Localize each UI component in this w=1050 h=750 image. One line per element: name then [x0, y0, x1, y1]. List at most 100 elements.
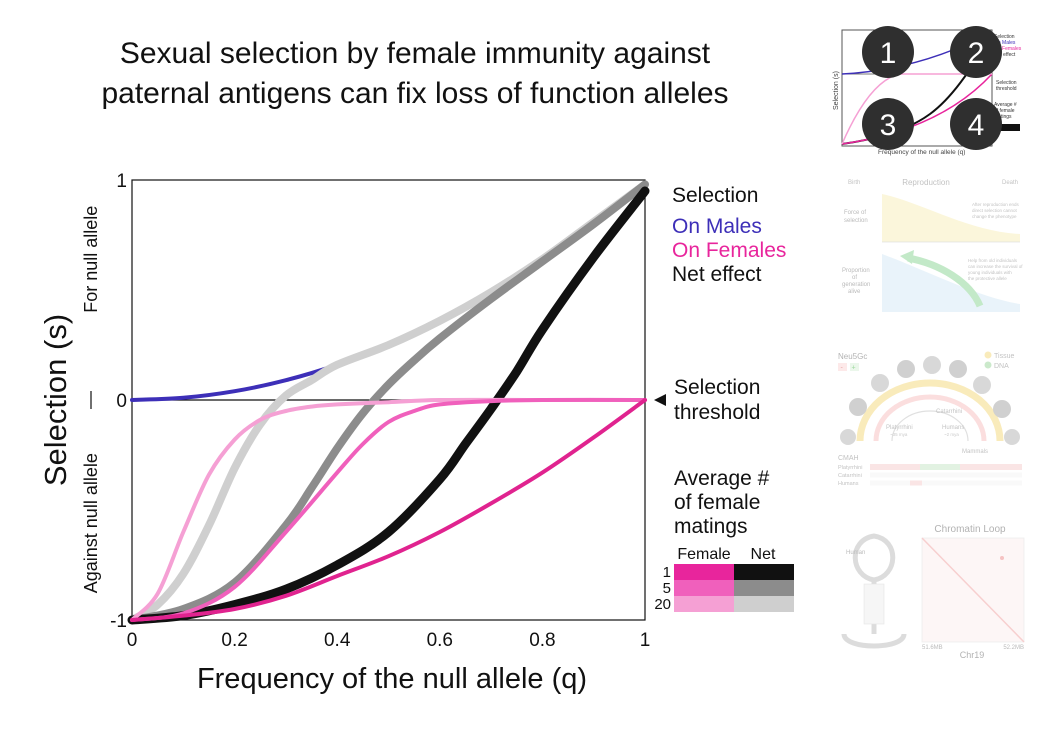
thumb2-row2-label-1: of — [852, 275, 857, 281]
matings-net-swatch-20 — [734, 596, 794, 612]
threshold-label-line-2: threshold — [674, 401, 760, 424]
thumb3-clade-humans: Humans — [942, 425, 964, 431]
callout-number-4: 4 — [968, 109, 985, 142]
legend-entry-on-males: On Males — [672, 215, 762, 238]
thumb1-ylabel: Selection (s) — [833, 71, 840, 110]
thumb1-legend-1: On Males — [994, 40, 1016, 46]
thumb3-clade-catarrhini: Catarrhini — [936, 409, 962, 415]
matings-col-net: Net — [751, 546, 776, 563]
x-tick-label-0-4: 0.4 — [324, 630, 351, 651]
thumb3-species-4 — [923, 356, 941, 374]
thumb3-table-header: CMAH — [838, 455, 859, 462]
thumbnail-selection-schematic[interactable]: Birth Reproduction Death Force of select… — [830, 172, 1030, 320]
thumb3-arc-outer — [856, 379, 1004, 442]
thumb3-legend-tissue: Tissue — [994, 353, 1014, 360]
thumb2-row2-note-2: young individuals with — [968, 270, 1012, 275]
thumb3-arc-inner — [873, 394, 987, 442]
thumb2-help-arrow — [907, 254, 984, 308]
thumb3-species-7 — [993, 400, 1011, 418]
thumb4-loop-spot — [1000, 556, 1004, 560]
matings-row-label-20: 20 — [654, 596, 671, 613]
matings-row-label-5: 5 — [663, 580, 671, 597]
y-tick-label-1: 1 — [116, 171, 127, 192]
thumb2-alive-area — [882, 254, 1020, 312]
thumb3-age-1: ~35 mya — [890, 432, 908, 437]
series-line-on-females-20-matings — [130, 397, 647, 622]
series-line-net-effect-1-mating — [127, 186, 650, 625]
threshold-label-line-1: Selection — [674, 376, 760, 399]
thumb1-threshold-0: Selection — [996, 80, 1017, 86]
series-line-on-females-1-mating — [130, 398, 647, 622]
matings-female-swatch-1 — [674, 564, 734, 580]
thumb2-header-repro: Reproduction — [902, 178, 950, 187]
thumb1-key-swatch — [1000, 124, 1020, 131]
legend-title: Selection — [672, 184, 758, 207]
thumb3-species-2 — [871, 374, 889, 392]
x-tick-label-0-6: 0.6 — [427, 630, 453, 651]
matings-female-swatch-5 — [674, 580, 734, 596]
thumb1-legend-0: Selection — [994, 34, 1015, 40]
callout-circle-3 — [862, 98, 914, 150]
thumb3-species-6 — [973, 376, 991, 394]
thumbnail-phylogeny[interactable]: Neu5Gc - + Tissue DNA Catarrhini Platyrr… — [830, 345, 1030, 495]
matings-female-swatch-20 — [674, 596, 734, 612]
thumb1-xlabel: Frequency of the null allele (q) — [878, 149, 965, 156]
thumb2-force-area — [882, 194, 1020, 242]
thumb3-flag-plus-box — [850, 363, 859, 371]
thumb3-flag-minus: - — [841, 365, 844, 372]
thumb4-x-end: 52.2MB — [1003, 645, 1024, 651]
thumb2-row2-note-3: the protective allele — [968, 276, 1007, 281]
thumb2-row1-label-0: Force of — [844, 210, 866, 216]
thumb1-avg-2: matings — [994, 114, 1012, 120]
thumb1-females-curve — [841, 73, 993, 145]
matings-col-female: Female — [677, 546, 730, 563]
matings-title-line-1: Average # — [674, 467, 770, 490]
thumb2-header-birth: Birth — [848, 180, 860, 186]
thumb2-row1-label-1: selection — [844, 218, 868, 224]
thumb2-arrow-head — [900, 250, 914, 264]
thumb3-age-2: ~2 mya — [944, 432, 959, 437]
thumb2-row2-label-3: alive — [848, 289, 861, 295]
thumb3-row-1-bar — [870, 472, 1022, 478]
thumb3-row-2: Humans — [838, 481, 859, 487]
thumb3-flag-plus: + — [852, 365, 856, 372]
thumb3-row-0: Platyrrhini — [838, 465, 862, 471]
thumb3-flag-minus-box — [838, 363, 847, 371]
callout-circle-1 — [862, 26, 914, 78]
thumb2-row2-note-0: Help from old individuals — [968, 258, 1018, 263]
legend-entry-net-effect: Net effect — [672, 263, 762, 286]
series-line-net-effect-5-matings — [128, 180, 649, 624]
thumb4-title: Chromatin Loop — [934, 524, 1006, 535]
thumb2-row2-label-2: generation — [842, 282, 870, 288]
callout-number-2: 2 — [968, 37, 985, 70]
thumbnail-chart-numbered[interactable]: Selection (s) Frequency of the null alle… — [830, 10, 1030, 160]
thumb3-species-1 — [849, 398, 867, 416]
thumb3-arc-core — [891, 410, 969, 442]
y-axis-label: Selection (s) — [38, 314, 73, 486]
thumb2-header-death: Death — [1002, 180, 1018, 186]
callout-circle-2 — [950, 26, 1002, 78]
matings-net-swatch-1 — [734, 564, 794, 580]
thumb1-avg-1: of female — [994, 108, 1015, 114]
thumb3-clade-mammals: Mammals — [962, 449, 988, 455]
thumbnail-chromatin-loop[interactable]: Chromatin Loop Human 51.6MB 52.2MB Chr19 — [830, 518, 1030, 668]
thumb4-loop-shape — [852, 533, 896, 634]
threshold-pointer — [654, 394, 666, 406]
y-tick-label-0: 0 — [116, 391, 127, 412]
x-tick-label-1: 1 — [640, 630, 651, 651]
x-axis-label: Frequency of the null allele (q) — [197, 663, 587, 695]
x-tick-label-0: 0 — [127, 630, 138, 651]
title-line-2: paternal antigens can fix loss of functi… — [101, 77, 729, 110]
thumb3-species-8 — [840, 429, 856, 445]
thumb3-row-2-bar — [870, 480, 1022, 486]
matings-row-label-1: 1 — [663, 564, 671, 581]
thumb1-avg-0: Average # — [994, 102, 1017, 108]
callout-number-1: 1 — [880, 37, 897, 70]
thumb2-row1-note-0: After reproduction ends — [972, 202, 1020, 207]
thumb3-row-2-mark — [910, 480, 922, 486]
x-tick-label-0-2: 0.2 — [221, 630, 247, 651]
thumb2-row1-note-1: direct selection cannot — [972, 208, 1018, 213]
